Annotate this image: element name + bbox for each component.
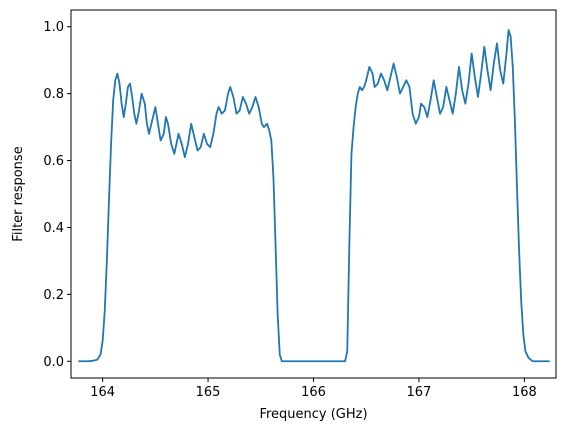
- plot-content: [78, 29, 550, 363]
- y-axis-label: Filter response: [11, 146, 26, 241]
- x-tick-label: 166: [301, 385, 326, 400]
- x-tick-label: 167: [407, 385, 432, 400]
- y-tick-label: 0.6: [43, 154, 64, 169]
- y-tick-label: 0.4: [43, 221, 64, 236]
- y-tick-label: 0.8: [43, 87, 64, 102]
- x-axis-label: Frequency (GHz): [259, 407, 367, 422]
- series-line: [78, 29, 550, 363]
- x-tick-label: 165: [196, 385, 221, 400]
- y-axis-ticks: 0.0 0.2 0.4 0.6 0.8 1.0: [43, 20, 71, 370]
- x-tick-label: 168: [512, 385, 537, 400]
- x-tick-label: 164: [90, 385, 115, 400]
- y-tick-label: 0.0: [43, 355, 64, 370]
- x-axis-ticks: 164 165 166 167 168: [90, 378, 537, 400]
- y-tick-label: 1.0: [43, 20, 64, 35]
- y-tick-label: 0.2: [43, 288, 64, 303]
